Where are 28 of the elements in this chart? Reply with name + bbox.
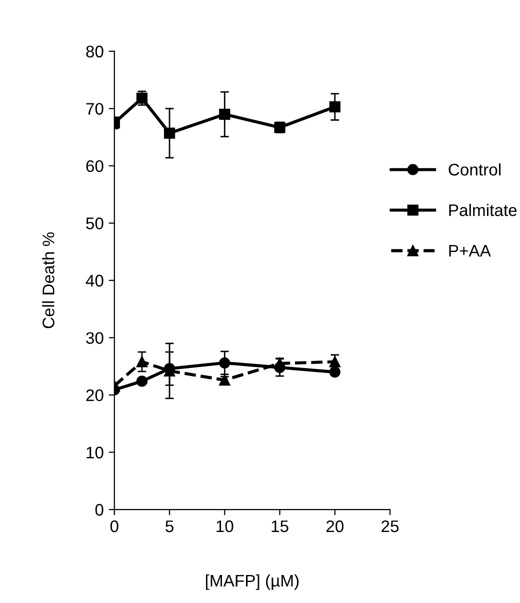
- y-tick-label: 20: [86, 389, 104, 402]
- y-tick-label: 0: [95, 504, 104, 516]
- legend-label: Control: [448, 163, 500, 176]
- point: [164, 128, 176, 139]
- x-tick-label: 0: [110, 520, 118, 532]
- point: [329, 101, 340, 112]
- point: [136, 376, 148, 387]
- point: [274, 362, 286, 374]
- y-tick-label: 70: [86, 102, 104, 115]
- x-tick-label: 10: [216, 520, 234, 532]
- y-tick-label: 80: [86, 46, 104, 58]
- y-tick-label: 60: [86, 160, 104, 172]
- legend-label: Palmitate: [449, 204, 517, 216]
- point: [219, 108, 230, 120]
- point: [219, 374, 230, 386]
- y-axis-title: Cell Death %: [42, 232, 54, 328]
- y-tick-label: 50: [86, 218, 104, 230]
- point: [219, 357, 230, 368]
- x-tick-label: 20: [326, 520, 344, 532]
- x-tick-label: 25: [382, 520, 399, 532]
- y-tick-label: 10: [86, 446, 104, 458]
- x-axis-title: [MAFP] (µM): [206, 574, 299, 590]
- y-tick-label: 30: [86, 332, 104, 344]
- y-tick-label: 40: [86, 274, 104, 287]
- x-tick-label: 5: [166, 520, 174, 532]
- point: [136, 356, 148, 368]
- legend-label: P+AA: [449, 245, 491, 256]
- x-tick-label: 15: [272, 520, 288, 532]
